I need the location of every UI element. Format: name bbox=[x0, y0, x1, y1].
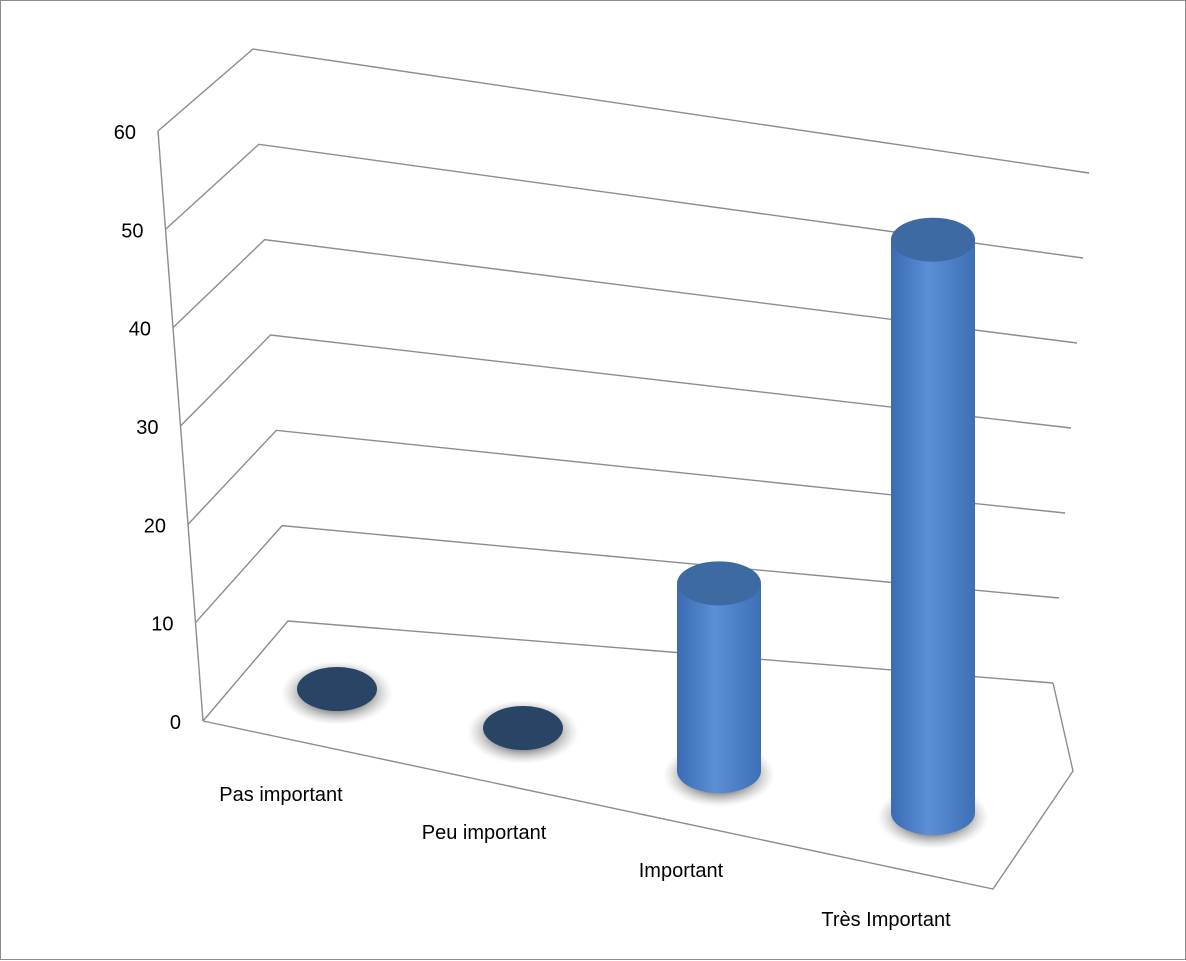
bar-body bbox=[677, 583, 761, 793]
y-axis-line bbox=[157, 130, 204, 722]
bar-zero-disc bbox=[483, 706, 563, 750]
gridline bbox=[202, 620, 1054, 722]
y-tick-label: 20 bbox=[144, 515, 166, 537]
x-category-label: Important bbox=[639, 860, 724, 882]
bar bbox=[281, 661, 393, 725]
y-tick-label: 40 bbox=[129, 319, 151, 341]
gridline bbox=[165, 143, 1084, 259]
floor-edge bbox=[202, 682, 1074, 890]
x-category-label: Très Important bbox=[821, 909, 951, 931]
gridline bbox=[172, 238, 1078, 344]
bar-top-cap bbox=[677, 561, 761, 606]
bar bbox=[467, 700, 579, 764]
bar bbox=[877, 217, 989, 849]
floor-layer bbox=[202, 682, 1074, 890]
x-category-label: Pas important bbox=[219, 784, 343, 806]
y-tick-label: 50 bbox=[121, 220, 143, 242]
y-tick-label: 0 bbox=[170, 712, 181, 734]
labels-layer: 0 10 20 30 40 50 60 Pas important Peu important I… bbox=[114, 122, 951, 931]
bars-layer bbox=[281, 217, 989, 849]
x-category-label: Peu important bbox=[422, 822, 547, 844]
bar bbox=[663, 561, 775, 807]
y-tick-label: 10 bbox=[151, 614, 173, 636]
gridline bbox=[180, 334, 1072, 429]
gridline bbox=[157, 48, 1090, 174]
bar-top-cap bbox=[891, 217, 975, 262]
y-tick-label: 30 bbox=[136, 417, 158, 439]
gridline bbox=[187, 429, 1066, 525]
gridline bbox=[194, 524, 1060, 624]
bar-zero-disc bbox=[297, 667, 377, 711]
grid-layer bbox=[157, 48, 1090, 722]
y-tick-label: 60 bbox=[114, 122, 136, 144]
bar-body bbox=[891, 239, 975, 835]
